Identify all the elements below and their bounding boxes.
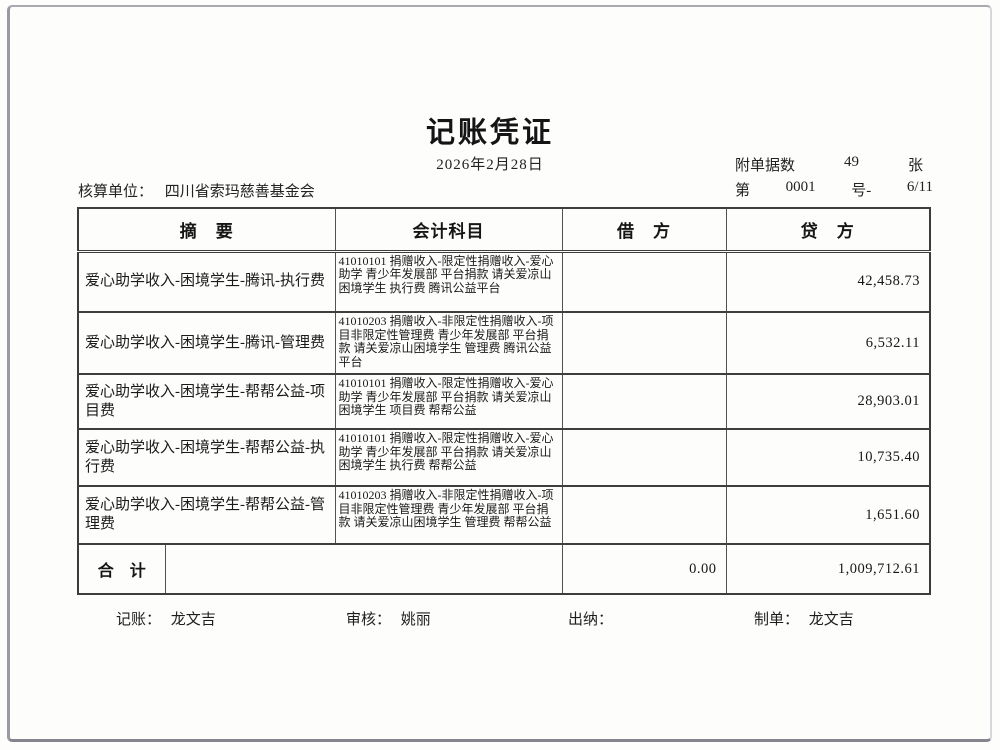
header-credit: 贷 方 [725,207,931,253]
signature-cashier: 出纳： [568,608,619,629]
reviewer-label: 审核： [346,612,392,628]
total-credit: 1,009,712.61 [725,543,931,595]
bookkeeper-name: 龙文吉 [170,612,216,628]
table-row: 爱心助学收入-困境学生-帮帮公益-管理费 41010203 捐赠收入-非限定性捐… [77,485,931,545]
table-row: 爱心助学收入-困境学生-帮帮公益-项目费 41010101 捐赠收入-限定性捐赠… [77,373,931,430]
row-debit [561,311,727,375]
reviewer-name: 姚丽 [400,612,431,628]
signature-preparer: 制单： 龙文吉 [754,608,854,629]
voucher-title: 记账凭证 [425,117,554,149]
voucher-table: 摘 要 会计科目 借 方 贷 方 爱心助学收入-困境学生-腾讯-执行费 4101… [77,207,931,595]
row-summary: 爱心助学收入-困境学生-帮帮公益-管理费 [77,485,336,545]
table-row: 爱心助学收入-困境学生-腾讯-管理费 41010203 捐赠收入-非限定性捐赠收… [77,311,931,375]
voucher-no-prefix: 第 [735,183,751,199]
accounting-unit-name: 四川省索玛慈善基金会 [164,184,315,200]
voucher-number-line: 第 0001 号- 6/11 [735,179,933,200]
table-header-row: 摘 要 会计科目 借 方 贷 方 [77,207,931,253]
voucher-date: 2026年2月28日 [436,157,544,173]
total-label: 合 计 [77,543,166,595]
header-summary: 摘 要 [77,207,336,253]
attachment-label: 附单据数 [735,158,796,174]
row-subject: 41010203 捐赠收入-非限定性捐赠收入-项目非限定性管理费 青少年发展部 … [334,311,563,375]
table-row: 爱心助学收入-困境学生-帮帮公益-执行费 41010101 捐赠收入-限定性捐赠… [77,428,931,487]
header-subject: 会计科目 [334,207,563,253]
accounting-unit-label: 核算单位： [78,184,154,200]
voucher-no-number: 0001 [785,179,816,195]
row-credit: 1,651.60 [725,485,931,545]
row-debit [561,373,727,430]
preparer-label: 制单： [754,612,800,628]
accounting-unit-line: 核算单位： 四川省索玛慈善基金会 [78,180,315,201]
row-subject: 41010203 捐赠收入-非限定性捐赠收入-项目非限定性管理费 青少年发展部 … [334,485,563,545]
row-credit: 6,532.11 [725,311,931,375]
row-summary: 爱心助学收入-困境学生-腾讯-执行费 [77,250,336,313]
table-row: 爱心助学收入-困境学生-腾讯-执行费 41010101 捐赠收入-限定性捐赠收入… [77,250,931,313]
signature-reviewer: 审核： 姚丽 [346,608,431,629]
row-summary: 爱心助学收入-困境学生-腾讯-管理费 [77,311,336,375]
bookkeeper-label: 记账： [116,612,162,628]
row-subject: 41010101 捐赠收入-限定性捐赠收入-爱心助学 青少年发展部 平台捐款 请… [334,250,563,313]
row-debit [561,250,727,313]
attachment-count-line: 附单据数 49 张 [735,154,923,175]
voucher-no-page: 6/11 [906,179,933,195]
row-credit: 42,458.73 [725,250,931,313]
attachment-unit: 张 [907,158,923,174]
total-row: 合 计 0.00 1,009,712.61 [77,543,931,595]
row-subject: 41010101 捐赠收入-限定性捐赠收入-爱心助学 青少年发展部 平台捐款 请… [334,373,563,430]
row-debit [561,428,727,487]
voucher-no-suffix: 号- [851,183,872,199]
row-summary: 爱心助学收入-困境学生-帮帮公益-执行费 [77,428,336,487]
cashier-label: 出纳： [568,612,614,628]
row-summary: 爱心助学收入-困境学生-帮帮公益-项目费 [77,373,336,430]
total-debit: 0.00 [561,543,727,595]
row-credit: 28,903.01 [725,373,931,430]
total-blank-cell [164,543,563,595]
row-subject: 41010101 捐赠收入-限定性捐赠收入-爱心助学 青少年发展部 平台捐款 请… [334,428,563,487]
header-debit: 借 方 [561,207,727,253]
row-credit: 10,735.40 [725,428,931,487]
row-debit [561,485,727,545]
preparer-name: 龙文吉 [808,612,854,628]
attachment-count: 49 [844,154,859,170]
signature-bookkeeper: 记账： 龙文吉 [116,608,216,629]
